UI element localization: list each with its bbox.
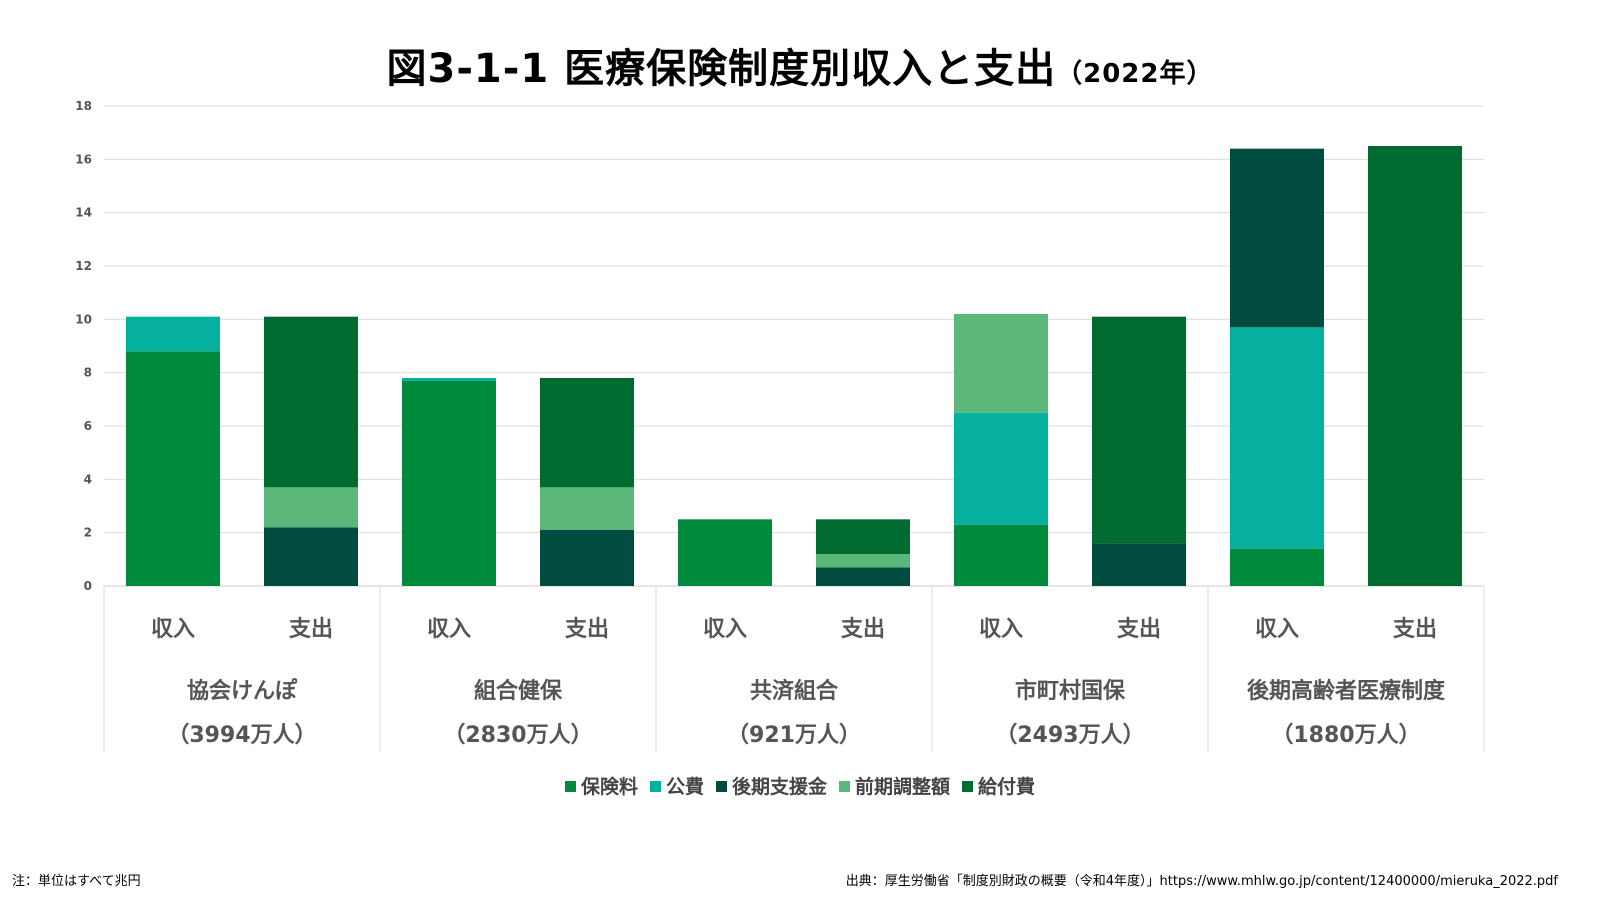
bar-segment-給付費 xyxy=(1368,146,1462,586)
legend-label: 保険料 xyxy=(580,776,638,798)
legend-label: 給付費 xyxy=(978,776,1036,798)
legend-label: 前期調整額 xyxy=(855,776,951,798)
chart-title-main: 図3-1-1 医療保険制度別収入と支出 xyxy=(386,46,1057,92)
bar-segment-前期調整額 xyxy=(954,314,1048,413)
bar-kind-label: 収入 xyxy=(151,617,195,642)
y-tick-label: 18 xyxy=(75,99,92,113)
group-name-label: 市町村国保 xyxy=(1015,678,1126,704)
bar-kind-label: 収入 xyxy=(427,617,471,642)
legend-item: 公費 xyxy=(649,772,704,799)
legend-swatch xyxy=(962,781,974,792)
group-members-label: （1880万人） xyxy=(1271,723,1420,748)
legend-swatch xyxy=(564,781,576,792)
unit-note: 注：単位はすべて兆円 xyxy=(12,874,141,889)
bar-kind-label: 支出 xyxy=(289,617,333,642)
legend-item: 後期支援金 xyxy=(715,772,827,799)
y-tick-label: 12 xyxy=(75,259,92,273)
legend-label: 公費 xyxy=(665,776,704,798)
group-members-label: （2830万人） xyxy=(443,723,592,748)
bar-segment-前期調整額 xyxy=(264,487,358,528)
group-name-label: 組合健保 xyxy=(474,678,563,704)
bar-segment-給付費 xyxy=(264,316,358,488)
bar-segment-後期支援金 xyxy=(264,527,358,586)
legend-swatch xyxy=(715,781,727,792)
chart-title-year: （2022年） xyxy=(1056,59,1214,89)
legend-swatch xyxy=(649,781,661,792)
bar-segment-後期支援金 xyxy=(816,567,910,586)
stacked-bar-chart: 0 2 4 6 8 10 12 14 16 18 収入 支出 収入 支出 収入 支出 収入 支出 収入 支出協会けんぽ… xyxy=(75,99,1485,752)
bar-segment-保険料 xyxy=(126,351,220,586)
y-tick-label: 14 xyxy=(75,206,92,220)
bar-kind-label: 収入 xyxy=(1255,617,1299,642)
bar-segment-後期支援金 xyxy=(1230,148,1324,328)
bar-segment-保険料 xyxy=(954,524,1048,586)
bar-segment-給付費 xyxy=(1092,316,1186,544)
group-members-label: （2493万人） xyxy=(995,723,1144,748)
group-members-label: （3994万人） xyxy=(167,723,316,748)
legend-item: 給付費 xyxy=(962,772,1035,799)
bar-segment-後期支援金 xyxy=(1092,543,1186,586)
legend-label: 後期支援金 xyxy=(731,776,827,798)
bar-kind-label: 支出 xyxy=(1117,617,1161,642)
bar-kind-label: 支出 xyxy=(841,617,885,642)
group-name-label: 共済組合 xyxy=(750,678,839,704)
bar-kind-label: 収入 xyxy=(703,617,747,642)
group-name-label: 協会けんぽ xyxy=(187,678,298,704)
bar-segment-公費 xyxy=(954,412,1048,525)
bar-segment-給付費 xyxy=(816,519,910,554)
chart-title: 図3-1-1 医療保険制度別収入と支出（2022年） xyxy=(0,36,1600,94)
legend-item: 保険料 xyxy=(564,772,638,799)
y-tick-label: 10 xyxy=(75,312,92,326)
bar-segment-保険料 xyxy=(678,519,772,586)
y-tick-label: 4 xyxy=(84,472,92,486)
y-tick-label: 6 xyxy=(84,419,92,433)
y-tick-label: 2 xyxy=(84,526,92,540)
bar-segment-公費 xyxy=(1230,327,1324,549)
chart-legend: 保険料 公費 後期支援金 前期調整額 給付費 xyxy=(0,772,1600,799)
y-tick-label: 0 xyxy=(84,579,92,593)
bar-kind-label: 収入 xyxy=(979,617,1023,642)
source-citation: 出典：厚生労働省「制度別財政の概要（令和4年度）」https://www.mhl… xyxy=(845,874,1558,889)
bar-segment-保険料 xyxy=(1230,548,1324,586)
legend-swatch xyxy=(839,781,850,792)
bar-kind-label: 支出 xyxy=(1393,617,1437,642)
legend-item: 前期調整額 xyxy=(839,772,950,799)
y-tick-label: 16 xyxy=(75,152,92,166)
bar-segment-公費 xyxy=(402,378,496,381)
group-name-label: 後期高齢者医療制度 xyxy=(1247,678,1446,704)
group-members-label: （921万人） xyxy=(727,723,861,748)
bar-segment-保険料 xyxy=(402,380,496,586)
y-tick-label: 8 xyxy=(84,366,92,380)
bar-segment-後期支援金 xyxy=(540,530,634,586)
bar-segment-給付費 xyxy=(540,378,634,488)
bar-kind-label: 支出 xyxy=(565,617,609,642)
bar-segment-公費 xyxy=(126,316,220,352)
bar-segment-前期調整額 xyxy=(816,554,910,568)
bar-segment-前期調整額 xyxy=(540,487,634,530)
